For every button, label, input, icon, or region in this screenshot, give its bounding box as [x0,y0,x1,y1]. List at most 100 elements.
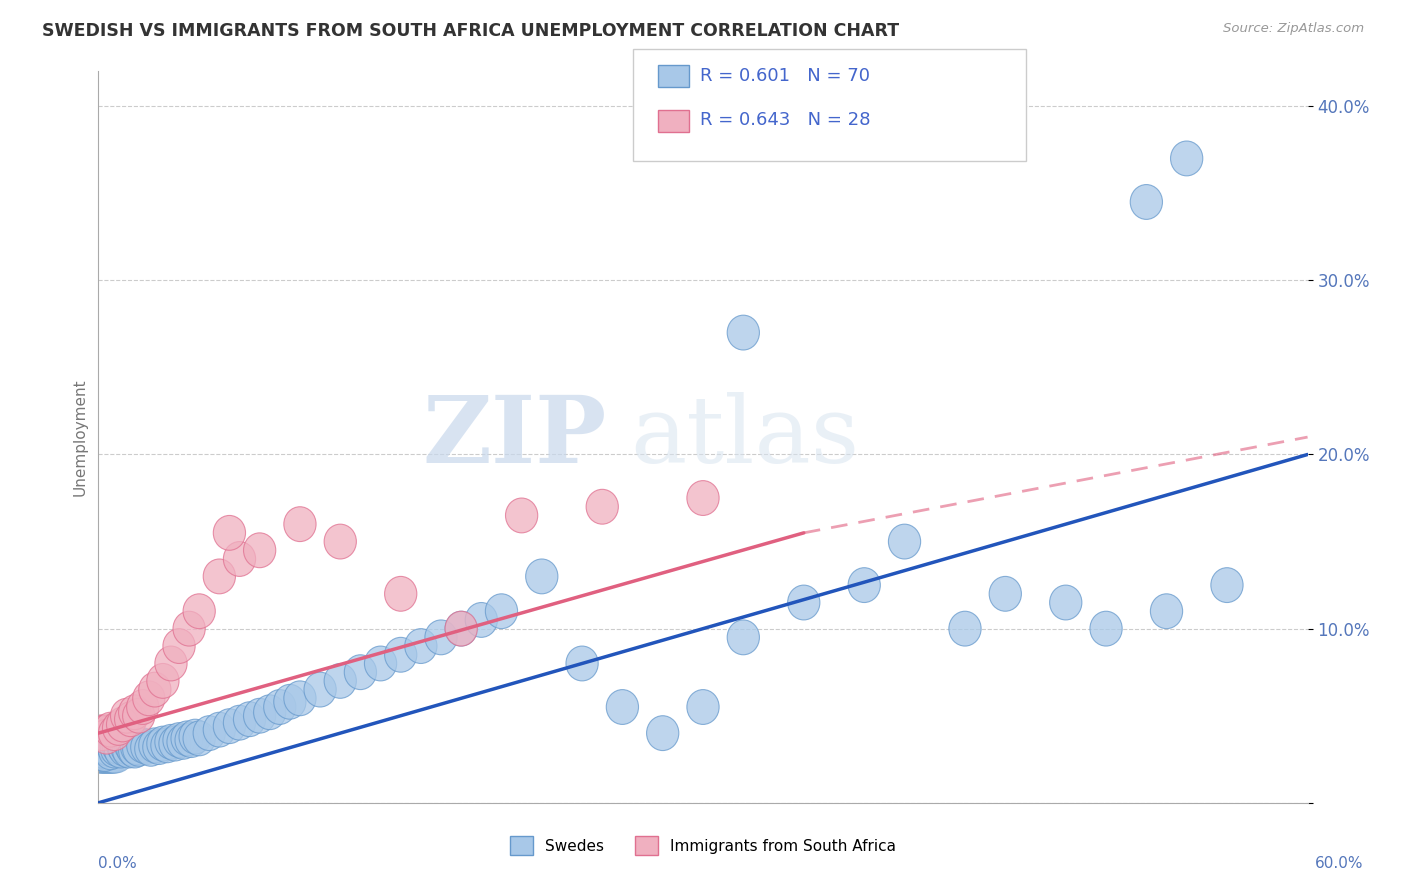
Ellipse shape [86,715,118,750]
Ellipse shape [183,721,215,756]
Ellipse shape [118,695,150,730]
Y-axis label: Unemployment: Unemployment [72,378,87,496]
Ellipse shape [122,731,155,766]
Text: R = 0.601   N = 70: R = 0.601 N = 70 [700,67,870,85]
Ellipse shape [121,730,153,764]
Ellipse shape [111,730,143,764]
Ellipse shape [889,524,921,559]
Text: atlas: atlas [630,392,859,482]
Ellipse shape [89,724,132,773]
Ellipse shape [243,533,276,567]
Ellipse shape [79,724,122,773]
Ellipse shape [146,726,179,761]
Ellipse shape [179,719,211,754]
Ellipse shape [1150,594,1182,629]
Ellipse shape [172,721,204,756]
Ellipse shape [204,712,235,747]
Ellipse shape [1171,141,1202,176]
Ellipse shape [167,724,200,759]
Ellipse shape [122,698,155,733]
Ellipse shape [233,702,266,737]
Ellipse shape [117,731,149,766]
Ellipse shape [86,733,118,768]
Ellipse shape [465,602,498,638]
Ellipse shape [127,690,159,724]
Ellipse shape [139,728,172,763]
Ellipse shape [90,724,135,773]
Text: SWEDISH VS IMMIGRANTS FROM SOUTH AFRICA UNEMPLOYMENT CORRELATION CHART: SWEDISH VS IMMIGRANTS FROM SOUTH AFRICA … [42,22,900,40]
Ellipse shape [155,724,187,759]
Ellipse shape [284,681,316,715]
Ellipse shape [193,715,225,750]
Ellipse shape [425,620,457,655]
Ellipse shape [405,629,437,664]
Ellipse shape [163,723,195,757]
Ellipse shape [139,673,172,707]
Ellipse shape [131,730,163,764]
Ellipse shape [163,629,195,664]
Ellipse shape [80,724,125,773]
Ellipse shape [103,730,135,764]
Ellipse shape [688,690,718,724]
Ellipse shape [104,733,136,768]
Ellipse shape [93,731,125,766]
Ellipse shape [214,516,246,550]
Ellipse shape [183,594,215,629]
Ellipse shape [84,724,129,773]
Ellipse shape [446,611,477,646]
Ellipse shape [114,728,146,763]
Ellipse shape [97,714,136,758]
Ellipse shape [485,594,517,629]
Ellipse shape [606,690,638,724]
Ellipse shape [86,724,131,773]
Ellipse shape [132,681,165,715]
Ellipse shape [98,715,131,750]
Ellipse shape [155,646,187,681]
Text: Source: ZipAtlas.com: Source: ZipAtlas.com [1223,22,1364,36]
Ellipse shape [100,731,132,766]
Ellipse shape [89,737,121,772]
Ellipse shape [506,498,537,533]
Ellipse shape [727,315,759,350]
Ellipse shape [94,712,127,747]
Ellipse shape [385,576,416,611]
Ellipse shape [253,695,285,730]
Ellipse shape [143,730,174,764]
Text: ZIP: ZIP [422,392,606,482]
Ellipse shape [150,728,183,763]
Ellipse shape [204,559,235,594]
Ellipse shape [990,576,1021,611]
Ellipse shape [727,620,759,655]
Ellipse shape [93,714,132,758]
Ellipse shape [108,731,141,766]
Ellipse shape [107,728,139,763]
Ellipse shape [446,611,477,646]
Ellipse shape [344,655,377,690]
Ellipse shape [1211,567,1243,602]
Ellipse shape [111,698,143,733]
Text: R = 0.643   N = 28: R = 0.643 N = 28 [700,112,870,129]
Ellipse shape [1130,185,1163,219]
Ellipse shape [173,611,205,646]
Ellipse shape [567,646,598,681]
Text: 0.0%: 0.0% [98,856,138,871]
Ellipse shape [93,724,136,773]
Ellipse shape [224,706,256,740]
Ellipse shape [107,707,139,742]
Ellipse shape [647,715,679,750]
Ellipse shape [103,711,135,746]
Ellipse shape [114,702,146,737]
Ellipse shape [98,733,131,768]
Ellipse shape [304,673,336,707]
Ellipse shape [848,567,880,602]
Ellipse shape [90,730,122,764]
Ellipse shape [94,735,127,770]
Ellipse shape [586,490,619,524]
Ellipse shape [274,684,307,719]
Ellipse shape [526,559,558,594]
Ellipse shape [80,714,121,758]
Ellipse shape [284,507,316,541]
Ellipse shape [688,481,718,516]
Ellipse shape [146,664,179,698]
Ellipse shape [118,733,150,768]
